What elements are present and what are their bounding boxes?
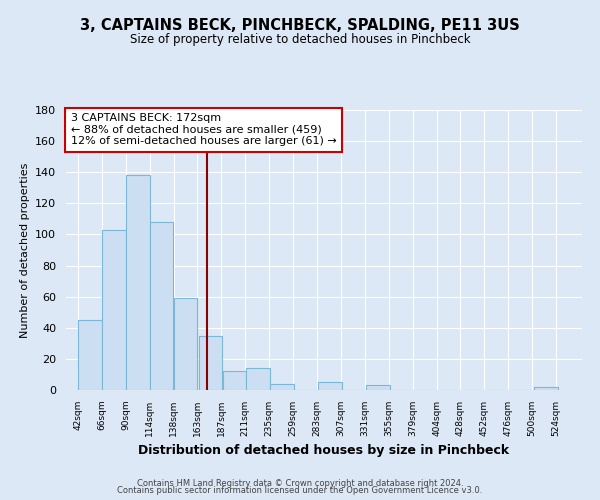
Text: 3 CAPTAINS BECK: 172sqm
← 88% of detached houses are smaller (459)
12% of semi-d: 3 CAPTAINS BECK: 172sqm ← 88% of detache…: [71, 113, 337, 146]
Y-axis label: Number of detached properties: Number of detached properties: [20, 162, 29, 338]
Bar: [535, 387, 558, 390]
Bar: [271, 384, 294, 390]
Text: Contains public sector information licensed under the Open Government Licence v3: Contains public sector information licen…: [118, 486, 482, 495]
Bar: [78, 320, 102, 390]
Bar: [126, 176, 149, 390]
Bar: [247, 368, 270, 390]
Bar: [150, 222, 173, 390]
Bar: [102, 230, 125, 390]
Text: Size of property relative to detached houses in Pinchbeck: Size of property relative to detached ho…: [130, 32, 470, 46]
Text: 3, CAPTAINS BECK, PINCHBECK, SPALDING, PE11 3US: 3, CAPTAINS BECK, PINCHBECK, SPALDING, P…: [80, 18, 520, 32]
Bar: [174, 298, 197, 390]
Bar: [318, 382, 342, 390]
Bar: [199, 336, 222, 390]
X-axis label: Distribution of detached houses by size in Pinchbeck: Distribution of detached houses by size …: [139, 444, 509, 458]
Bar: [366, 386, 389, 390]
Text: Contains HM Land Registry data © Crown copyright and database right 2024.: Contains HM Land Registry data © Crown c…: [137, 478, 463, 488]
Bar: [223, 372, 246, 390]
